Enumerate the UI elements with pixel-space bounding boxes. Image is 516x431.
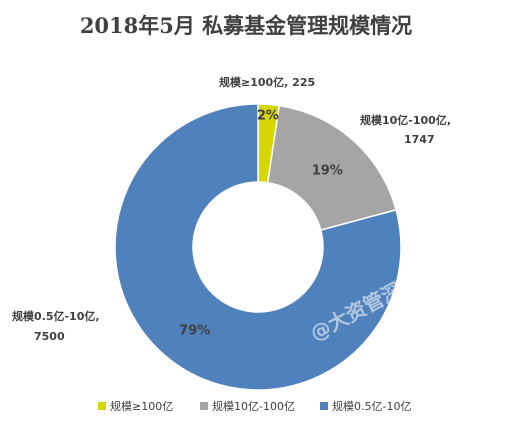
legend-swatch-0 [98,402,106,410]
slice-2 [114,103,402,391]
legend-label-2: 规模0.5亿-10亿 [332,399,411,413]
legend-item-0: 规模≥100亿 [98,399,173,413]
slice-1 [266,104,398,232]
percent-label-1: 19% [312,163,343,178]
data-label-1-line-1: 1747 [404,133,435,146]
data-label-2-line-0: 规模0.5亿-10亿, [12,309,100,323]
legend: 规模≥100亿 规模10亿-100亿 规模0.5亿-10亿 [98,399,411,413]
percent-label-0: 2% [257,108,279,123]
chart-title: 2018年5月 私募基金管理规模情况 [80,13,412,38]
legend-label-1: 规模10亿-100亿 [212,399,295,413]
data-label-1-line-0: 规模10亿-100亿, [360,113,451,127]
legend-item-1: 规模10亿-100亿 [200,399,295,413]
legend-label-0: 规模≥100亿 [110,399,173,413]
data-label-2-line-1: 7500 [34,330,65,343]
data-labels: 2% 规模≥100亿, 225 19% 规模10亿-100亿, 1747 79% 规模0.5… [12,75,451,343]
legend-item-2: 规模0.5亿-10亿 [320,399,411,413]
donut-slices [114,103,402,391]
legend-swatch-2 [320,402,328,410]
data-label-0-line-0: 规模≥100亿, 225 [219,75,315,89]
percent-label-2: 79% [179,324,210,339]
legend-swatch-1 [200,402,208,410]
